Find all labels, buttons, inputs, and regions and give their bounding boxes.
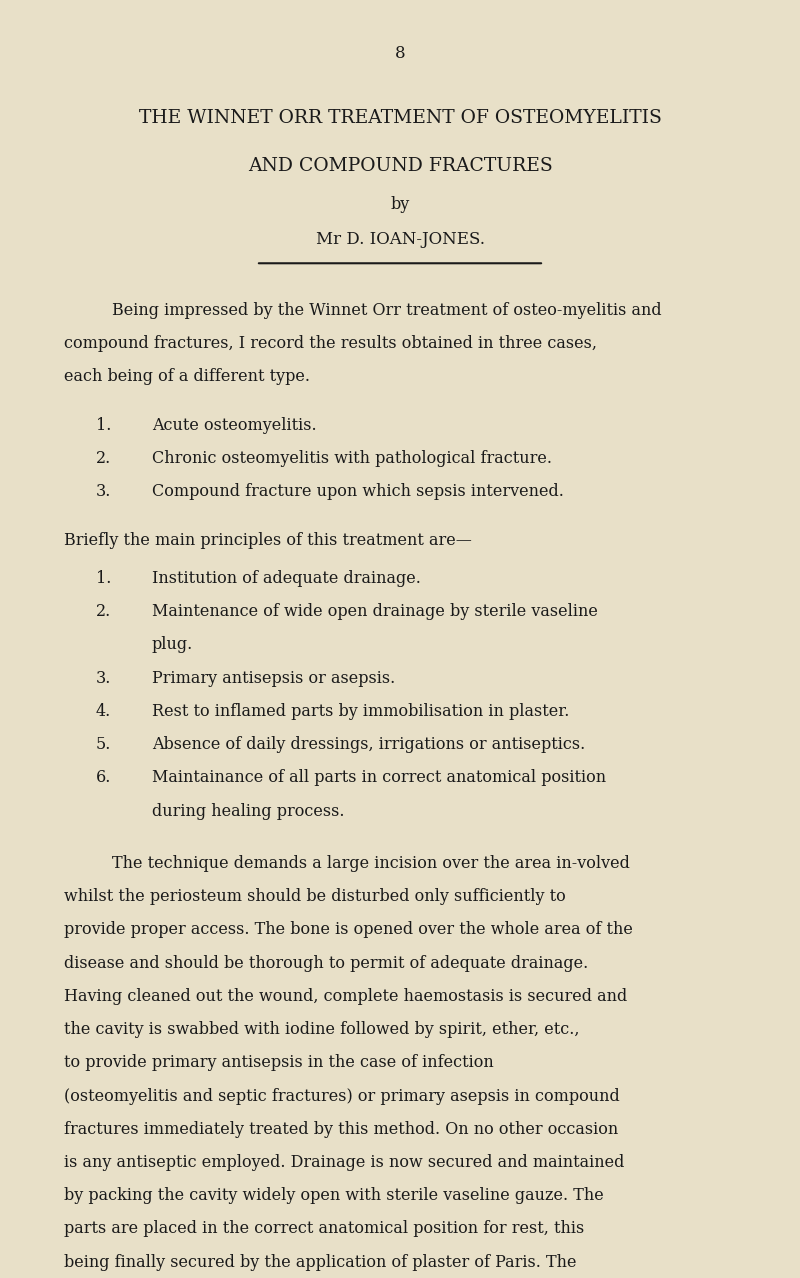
- Text: Having cleaned out the wound, complete haemostasis is secured and: Having cleaned out the wound, complete h…: [64, 988, 627, 1005]
- Text: Acute osteomyelitis.: Acute osteomyelitis.: [152, 417, 317, 433]
- Text: 5.: 5.: [96, 736, 111, 753]
- Text: Institution of adequate drainage.: Institution of adequate drainage.: [152, 570, 421, 587]
- Text: 2.: 2.: [96, 603, 111, 620]
- Text: being finally secured by the application of plaster of Paris. The: being finally secured by the application…: [64, 1254, 577, 1270]
- Text: each being of a different type.: each being of a different type.: [64, 368, 310, 385]
- Text: (osteomyelitis and septic fractures) or primary asepsis in compound: (osteomyelitis and septic fractures) or …: [64, 1088, 620, 1104]
- Text: is any antiseptic employed. Drainage is now secured and maintained: is any antiseptic employed. Drainage is …: [64, 1154, 624, 1171]
- Text: 6.: 6.: [96, 769, 111, 786]
- Text: 2.: 2.: [96, 450, 111, 466]
- Text: Being impressed by the Winnet Orr treatment of osteo-myelitis and: Being impressed by the Winnet Orr treatm…: [112, 302, 662, 318]
- Text: during healing process.: during healing process.: [152, 803, 345, 819]
- Text: Absence of daily dressings, irrigations or antiseptics.: Absence of daily dressings, irrigations …: [152, 736, 586, 753]
- Text: compound fractures, I record the results obtained in three cases,: compound fractures, I record the results…: [64, 335, 597, 351]
- Text: Primary antisepsis or asepsis.: Primary antisepsis or asepsis.: [152, 670, 395, 686]
- Text: 1.: 1.: [96, 417, 111, 433]
- Text: whilst the periosteum should be disturbed only sufficiently to: whilst the periosteum should be disturbe…: [64, 888, 566, 905]
- Text: Rest to inflamed parts by immobilisation in plaster.: Rest to inflamed parts by immobilisation…: [152, 703, 570, 720]
- Text: by: by: [390, 196, 410, 212]
- Text: disease and should be thorough to permit of adequate drainage.: disease and should be thorough to permit…: [64, 955, 588, 971]
- Text: Compound fracture upon which sepsis intervened.: Compound fracture upon which sepsis inte…: [152, 483, 564, 500]
- Text: fractures immediately treated by this method. On no other occasion: fractures immediately treated by this me…: [64, 1121, 618, 1137]
- Text: Mr D. IOAN-JONES.: Mr D. IOAN-JONES.: [315, 231, 485, 248]
- Text: plug.: plug.: [152, 636, 194, 653]
- Text: 3.: 3.: [96, 483, 111, 500]
- Text: provide proper access. The bone is opened over the whole area of the: provide proper access. The bone is opene…: [64, 921, 633, 938]
- Text: Chronic osteomyelitis with pathological fracture.: Chronic osteomyelitis with pathological …: [152, 450, 552, 466]
- Text: Maintainance of all parts in correct anatomical position: Maintainance of all parts in correct ana…: [152, 769, 606, 786]
- Text: to provide primary antisepsis in the case of infection: to provide primary antisepsis in the cas…: [64, 1054, 494, 1071]
- Text: 3.: 3.: [96, 670, 111, 686]
- Text: 8: 8: [394, 45, 406, 61]
- Text: 1.: 1.: [96, 570, 111, 587]
- Text: THE WINNET ORR TREATMENT OF OSTEOMYELITIS: THE WINNET ORR TREATMENT OF OSTEOMYELITI…: [138, 109, 662, 127]
- Text: The technique demands a large incision over the area in-volved: The technique demands a large incision o…: [112, 855, 630, 872]
- Text: by packing the cavity widely open with sterile vaseline gauze. The: by packing the cavity widely open with s…: [64, 1187, 604, 1204]
- Text: parts are placed in the correct anatomical position for rest, this: parts are placed in the correct anatomic…: [64, 1220, 584, 1237]
- Text: Maintenance of wide open drainage by sterile vaseline: Maintenance of wide open drainage by ste…: [152, 603, 598, 620]
- Text: the cavity is swabbed with iodine followed by spirit, ether, etc.,: the cavity is swabbed with iodine follow…: [64, 1021, 579, 1038]
- Text: 4.: 4.: [96, 703, 111, 720]
- Text: AND COMPOUND FRACTURES: AND COMPOUND FRACTURES: [248, 157, 552, 175]
- Text: Briefly the main principles of this treatment are—: Briefly the main principles of this trea…: [64, 532, 472, 548]
